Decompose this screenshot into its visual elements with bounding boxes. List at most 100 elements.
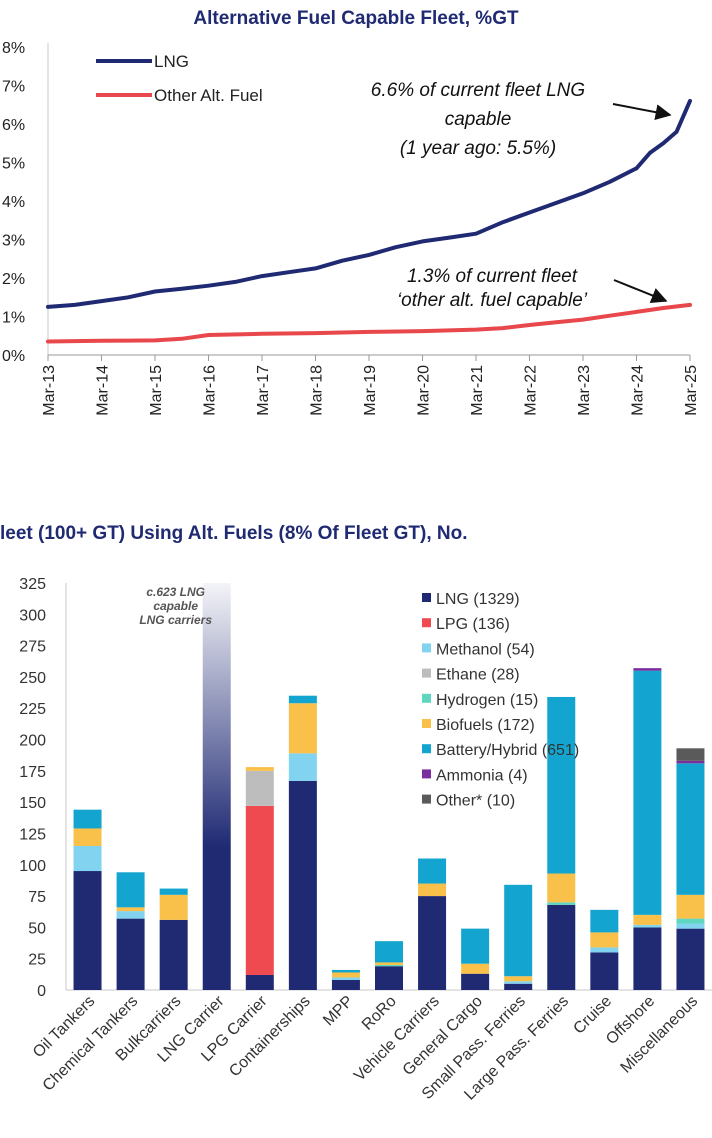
- bar-segment: [676, 748, 705, 761]
- x-tick-label: Mar-22: [523, 365, 540, 416]
- x-tick-label: Mar-16: [202, 365, 219, 416]
- legend-label: LNG: [154, 52, 189, 71]
- legend-label: Other Alt. Fuel: [154, 86, 263, 105]
- bar-segment: [504, 983, 533, 990]
- legend-label: Ethane (28): [436, 667, 520, 684]
- bar-segment: [633, 668, 662, 671]
- bar-segment: [676, 760, 705, 764]
- y-tick-label: 5%: [2, 156, 25, 173]
- x-tick-label: Mar-13: [41, 365, 58, 416]
- y-tick-label: 175: [19, 764, 46, 781]
- bar-segment: [461, 928, 490, 964]
- y-tick-label: 8%: [2, 40, 25, 57]
- x-tick-label: RoRo: [359, 993, 400, 1034]
- bar-segment: [116, 911, 145, 919]
- bar-segment: [288, 753, 317, 781]
- x-tick-label: Containerships: [226, 993, 313, 1080]
- annotation-text: ‘other alt. fuel capable’: [397, 290, 588, 311]
- bar-segment: [331, 969, 360, 973]
- bar-segment: [676, 763, 705, 895]
- bar-segment: [245, 770, 274, 806]
- y-tick-label: 6%: [2, 117, 25, 134]
- bar-segment: [159, 894, 188, 920]
- line-chart-title: Alternative Fuel Capable Fleet, %GT: [193, 8, 519, 29]
- legend-label: Other* (10): [436, 793, 515, 810]
- y-tick-label: 0: [37, 983, 46, 1000]
- bar-segment: [547, 904, 576, 990]
- y-tick-label: 325: [19, 576, 46, 593]
- series-line-lng: [46, 98, 692, 309]
- bar-segment: [288, 695, 317, 704]
- annotation-text: capable: [445, 109, 512, 130]
- x-tick-label: Mar-20: [416, 365, 433, 416]
- bar-segment: [245, 805, 274, 975]
- y-tick-label: 150: [19, 795, 46, 812]
- x-tick-label: Mar-25: [683, 365, 700, 416]
- y-tick-label: 225: [19, 701, 46, 718]
- bar-segment: [73, 809, 102, 829]
- bar-segment: [331, 979, 360, 990]
- bar-segment: [547, 902, 576, 905]
- bar-segment: [590, 932, 619, 948]
- x-tick-label: Mar-24: [630, 365, 647, 416]
- bar-segment: [676, 918, 705, 924]
- bar-segment: [590, 952, 619, 990]
- y-tick-label: 200: [19, 733, 46, 750]
- legend-label: LNG (1329): [436, 591, 520, 608]
- bar-segment: [633, 670, 662, 915]
- legend-label: LPG (136): [436, 616, 510, 633]
- y-tick-label: 100: [19, 858, 46, 875]
- bar-segment: [418, 883, 447, 897]
- annotation-arrow: [613, 279, 668, 303]
- bar-segment: [73, 871, 102, 990]
- alt-fuel-stacked-bar-chart: 3253002752502252001751501251007550250Oil…: [19, 576, 712, 1104]
- legend-label: Hydrogen (15): [436, 692, 538, 709]
- x-tick-label: Miscellaneous: [618, 993, 702, 1077]
- bar-segment: [418, 896, 447, 990]
- bar-segment: [676, 894, 705, 919]
- series-line-other-alt-fuel: [46, 302, 692, 344]
- legend-swatch: [422, 794, 431, 804]
- annotation-text: capable: [153, 599, 198, 613]
- bar-segment: [504, 981, 533, 984]
- bar-segment: [288, 703, 317, 754]
- x-tick-label: Mar-21: [469, 365, 486, 416]
- annotation-text: (1 year ago: 5.5%): [400, 138, 556, 159]
- bar-segment: [73, 828, 102, 846]
- legend-swatch: [422, 693, 431, 703]
- bar-segment: [676, 928, 705, 990]
- bar-segment: [159, 888, 188, 895]
- x-tick-label: Mar-14: [95, 365, 112, 416]
- legend-label: Methanol (54): [436, 641, 535, 658]
- bar-segment: [547, 873, 576, 903]
- bar-segment: [331, 977, 360, 980]
- bar-segment: [159, 919, 188, 990]
- bar-segment: [676, 923, 705, 929]
- bar-segment: [461, 963, 490, 974]
- bar-segment: [504, 976, 533, 982]
- y-tick-label: 75: [28, 889, 46, 906]
- bar-segment: [418, 858, 447, 884]
- legend-swatch: [422, 719, 431, 728]
- legend-label: Battery/Hybrid (651): [436, 742, 579, 759]
- legend-swatch: [422, 769, 431, 779]
- annotation-text: LNG carriers: [139, 613, 212, 627]
- y-tick-label: 250: [19, 670, 46, 687]
- x-tick-label: Mar-23: [576, 365, 593, 416]
- y-tick-label: 125: [19, 826, 46, 843]
- legend-swatch: [422, 643, 431, 653]
- legend-swatch: [422, 593, 431, 602]
- bar-segment: [288, 780, 317, 990]
- legend-swatch: [422, 618, 431, 628]
- x-tick-label: MPP: [320, 993, 357, 1030]
- bar-segment: [504, 884, 533, 977]
- annotation-text: c.623 LNG: [146, 585, 205, 599]
- bar-segment: [245, 974, 274, 990]
- bar-segment: [633, 924, 662, 928]
- y-tick-label: 50: [28, 920, 46, 937]
- annotation-text: 1.3% of current fleet: [407, 266, 578, 287]
- annotation-arrow: [612, 103, 672, 121]
- bar-segment: [590, 947, 619, 953]
- y-tick-label: 275: [19, 639, 46, 656]
- bar-segment: [116, 918, 145, 990]
